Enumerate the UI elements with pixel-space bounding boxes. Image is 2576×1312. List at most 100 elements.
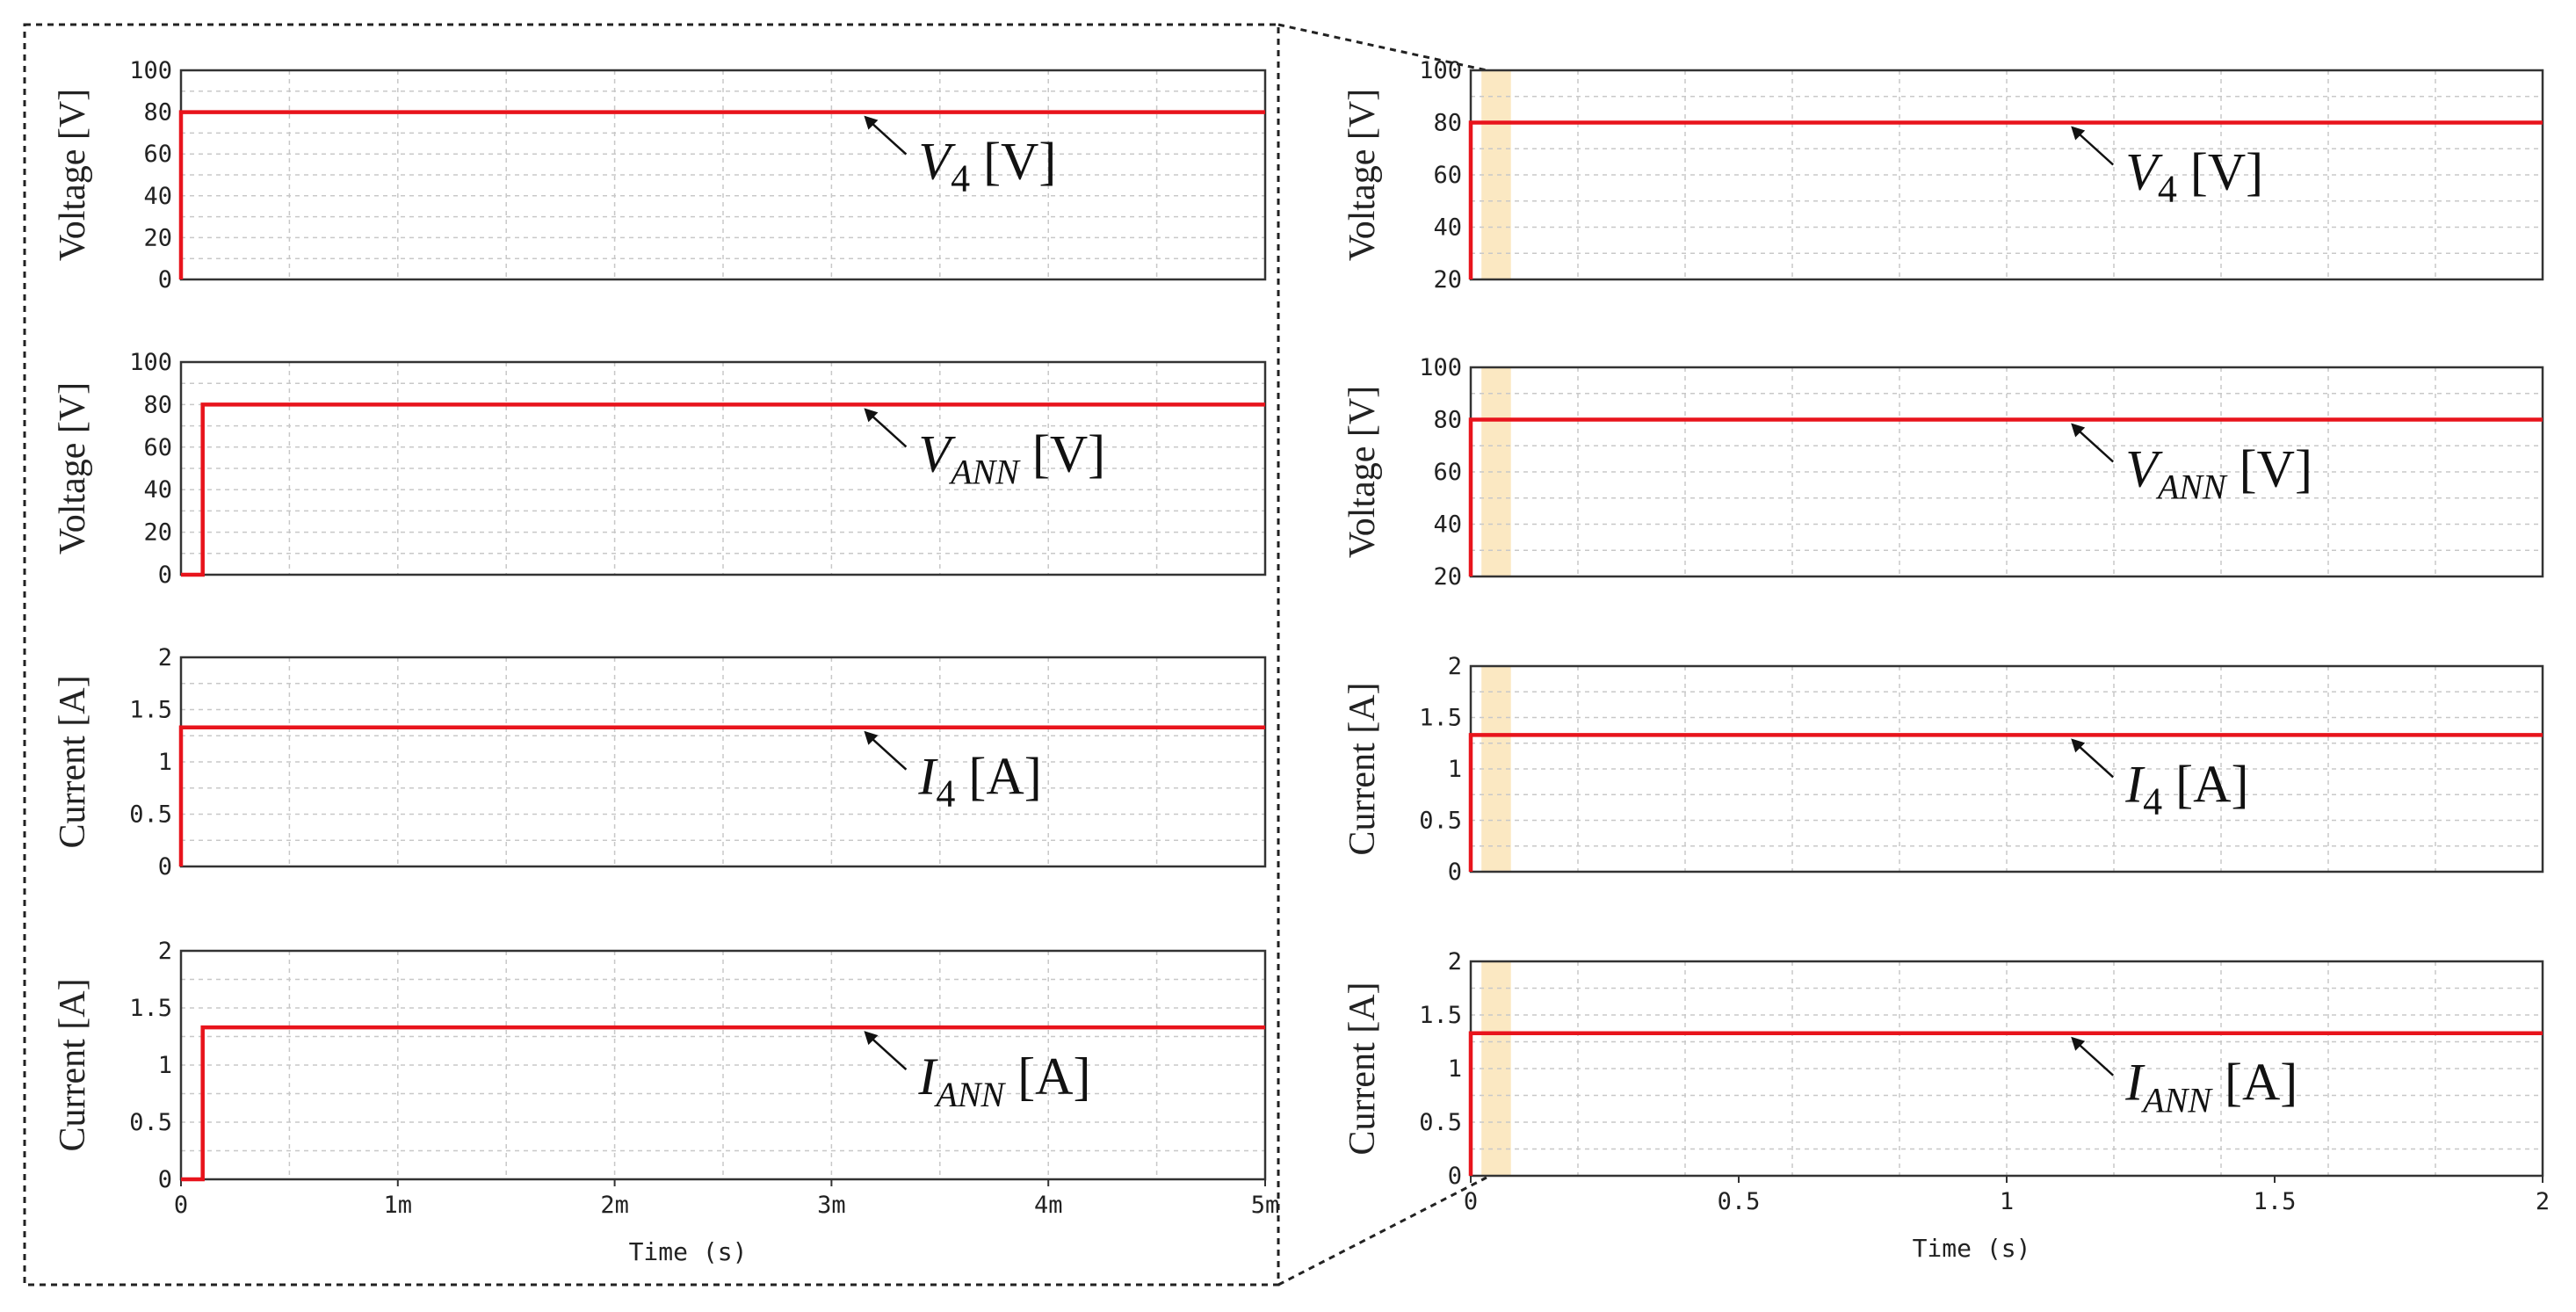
y-tick-label: 2 xyxy=(158,644,172,671)
y-tick-label: 1 xyxy=(158,749,172,776)
y-axis-label: Voltage [V] xyxy=(1342,386,1383,558)
y-tick-label: 40 xyxy=(143,183,172,210)
x-tick-label: 1.5 xyxy=(2254,1188,2297,1215)
annotation-arrowhead xyxy=(2071,126,2086,141)
x-tick-label: 0.5 xyxy=(1718,1188,1761,1215)
y-tick-label: 20 xyxy=(143,519,172,547)
annotation-symbol: I xyxy=(917,748,938,806)
annotation-unit: [A] xyxy=(955,748,1041,806)
x-tick-label: 0 xyxy=(1464,1188,1478,1215)
y-tick-label: 0 xyxy=(158,266,172,294)
zoom-inset-frame xyxy=(23,23,1280,1287)
chart-right-1: 20 40 60 80 100 Voltage [V] V4 [V] xyxy=(1342,57,2544,294)
annotation-unit: [V] xyxy=(2226,440,2312,498)
y-tick-label: 20 xyxy=(1433,563,1462,591)
annotation-label: I4 [A] xyxy=(917,748,1041,815)
y-axis-label: Voltage [V] xyxy=(1342,89,1383,261)
annotation-arrowhead xyxy=(2071,738,2086,753)
y-tick-label: 40 xyxy=(143,476,172,504)
y-axis-label: Voltage [V] xyxy=(53,89,93,261)
zoom-connector-bottom xyxy=(1277,1176,1487,1287)
y-tick-label: 1.5 xyxy=(1419,705,1462,732)
annotation-label: I4 [A] xyxy=(2124,755,2248,823)
annotation-label: IANN [A] xyxy=(917,1047,1090,1114)
annotation-symbol: I xyxy=(2124,1054,2145,1112)
y-tick-label: 80 xyxy=(1433,407,1462,434)
annotation-subscript: ANN xyxy=(948,452,1021,491)
y-tick-label: 0 xyxy=(158,1166,172,1193)
y-tick-label: 1.5 xyxy=(1419,1002,1462,1029)
annotation-symbol: V xyxy=(918,424,956,482)
annotation-label: VANN [V] xyxy=(918,424,1105,491)
y-tick-label: 60 xyxy=(143,434,172,461)
annotation-unit: [V] xyxy=(2177,143,2263,201)
annotation-arrow xyxy=(2075,743,2115,779)
series-line xyxy=(181,402,1265,577)
annotation-label: V4 [V] xyxy=(918,133,1056,200)
y-tick-label: 0 xyxy=(1448,859,1462,886)
y-tick-label: 2 xyxy=(1448,653,1462,680)
x-axis-label: Time (s) xyxy=(1913,1234,2031,1263)
y-tick-label: 2 xyxy=(158,938,172,965)
y-tick-label: 1.5 xyxy=(129,995,172,1022)
x-tick-label: 1m xyxy=(384,1192,413,1219)
y-tick-label: 100 xyxy=(129,349,172,376)
annotation-arrow xyxy=(868,412,908,448)
annotation-subscript: 4 xyxy=(2158,168,2177,211)
annotation-unit: [A] xyxy=(2211,1054,2297,1112)
x-axis-label: Time (s) xyxy=(629,1237,748,1266)
x-tick-label: 1 xyxy=(2000,1188,2014,1215)
y-tick-label: 0 xyxy=(158,562,172,589)
y-tick-label: 1 xyxy=(1448,1055,1462,1083)
chart-left-3: 0 0.5 1 1.5 2 Current [A] I4 [A] xyxy=(53,644,1267,881)
y-axis-label: Current [A] xyxy=(1342,682,1383,855)
y-axis-label: Voltage [V] xyxy=(53,382,93,555)
annotation-unit: [A] xyxy=(2162,755,2248,813)
annotation-symbol: V xyxy=(918,133,956,191)
x-tick-label: 2 xyxy=(2536,1188,2550,1215)
y-tick-label: 2 xyxy=(1448,948,1462,975)
x-tick-label: 0 xyxy=(174,1192,188,1219)
y-tick-label: 0.5 xyxy=(129,801,172,829)
annotation-symbol: I xyxy=(917,1047,938,1105)
y-tick-label: 80 xyxy=(1433,110,1462,137)
y-tick-label: 0.5 xyxy=(129,1109,172,1136)
annotation-subscript: ANN xyxy=(933,1075,1006,1114)
y-tick-label: 1.5 xyxy=(129,697,172,724)
y-tick-label: 100 xyxy=(129,57,172,84)
series-line xyxy=(1468,733,2543,872)
y-tick-label: 60 xyxy=(1433,162,1462,189)
plot-frame xyxy=(179,360,1267,576)
annotation-subscript: ANN xyxy=(2140,1081,2213,1120)
series-line xyxy=(178,110,1265,279)
y-tick-label: 40 xyxy=(1433,214,1462,242)
annotation-arrow xyxy=(868,735,908,771)
y-tick-label: 40 xyxy=(1433,511,1462,539)
annotation-arrowhead xyxy=(864,730,879,745)
y-tick-label: 100 xyxy=(1419,354,1462,381)
y-axis-label: Current [A] xyxy=(1342,982,1383,1155)
annotation-arrowhead xyxy=(2071,423,2086,438)
series-line xyxy=(181,1025,1265,1182)
annotation-unit: [A] xyxy=(1004,1047,1090,1105)
annotation-subscript: 4 xyxy=(936,772,955,815)
y-tick-label: 20 xyxy=(1433,266,1462,294)
annotation-arrow xyxy=(2075,130,2115,166)
y-tick-label: 100 xyxy=(1419,57,1462,84)
chart-right-3: 0 0.5 1 1.5 2 Current [A] I4 [A] xyxy=(1342,653,2544,886)
x-tick-label: 3m xyxy=(817,1192,846,1219)
series-line xyxy=(178,725,1265,866)
annotation-unit: [V] xyxy=(970,133,1056,191)
y-tick-label: 20 xyxy=(143,224,172,251)
annotation-symbol: V xyxy=(2125,440,2163,498)
annotation-label: VANN [V] xyxy=(2125,440,2312,507)
plot-frame xyxy=(179,949,1267,1181)
y-tick-label: 60 xyxy=(143,141,172,168)
annotation-symbol: V xyxy=(2125,143,2163,201)
annotation-arrow xyxy=(2075,427,2115,463)
annotation-unit: [V] xyxy=(1019,424,1105,482)
annotation-symbol: I xyxy=(2124,755,2145,813)
annotation-arrow xyxy=(868,1035,908,1071)
annotation-subscript: ANN xyxy=(2155,468,2228,507)
